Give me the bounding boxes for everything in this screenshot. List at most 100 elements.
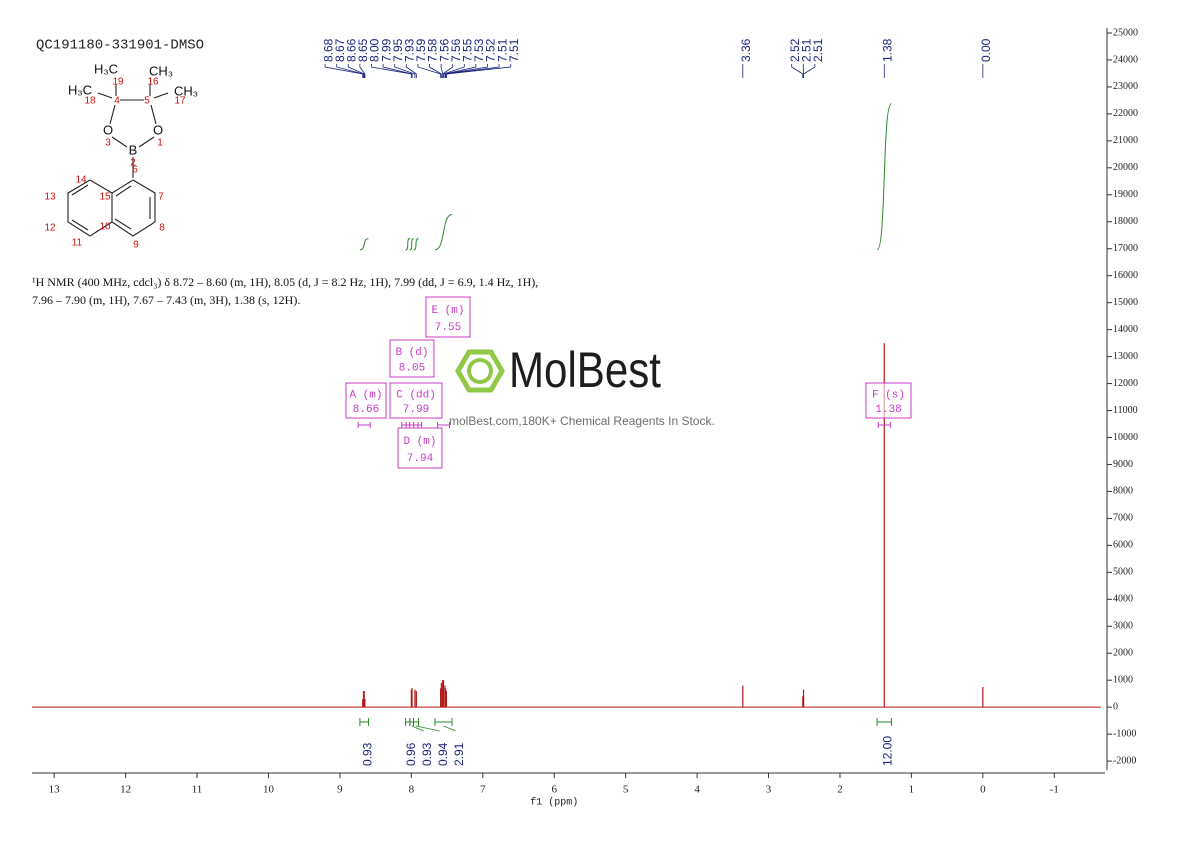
- multiplet-name: D (m): [403, 436, 436, 448]
- y-tick-label: 0: [1113, 701, 1118, 712]
- atom-number: 18: [84, 96, 96, 107]
- logo-hexagon: [455, 349, 505, 393]
- peak-label: 1.38: [880, 38, 894, 62]
- integral-curve: [405, 237, 411, 251]
- peak-leader: [347, 64, 365, 78]
- multiplet-box: [389, 339, 435, 378]
- integral-label: 2.91: [452, 742, 466, 766]
- atom-number: 12: [44, 223, 56, 234]
- atom-number: 9: [133, 240, 139, 251]
- multiplet-box: [389, 382, 443, 419]
- y-tick-label: -1000: [1113, 728, 1136, 739]
- peak-leader: [394, 64, 416, 78]
- peak-leader: [791, 64, 804, 78]
- multiplet-shift: 7.94: [407, 453, 434, 465]
- peak-label: 7.56: [449, 38, 463, 62]
- nmr-description: ¹H NMR (400 MHz, cdcl₃) δ 8.72 – 8.60 (m…: [32, 275, 538, 289]
- y-tick-label: 18000: [1113, 216, 1138, 227]
- atom-number: 14: [75, 175, 87, 186]
- y-tick-label: 16000: [1113, 270, 1138, 281]
- y-tick-label: 14000: [1113, 324, 1138, 335]
- y-tick-label: 22000: [1113, 108, 1138, 119]
- peak-label: 7.93: [402, 38, 416, 62]
- x-tick-label: 6: [551, 784, 557, 796]
- atom-label: CH₃: [174, 83, 198, 98]
- peak-leader: [417, 64, 442, 78]
- atom-label: CH₃: [149, 63, 173, 78]
- multiplet-name: B (d): [395, 347, 428, 359]
- peak-label: 7.58: [426, 38, 440, 62]
- y-tick-label: 19000: [1113, 189, 1138, 200]
- x-tick-label: 3: [766, 784, 772, 796]
- integral-curve: [413, 238, 419, 251]
- x-tick-label: 7: [480, 784, 486, 796]
- atom-number: 19: [112, 77, 124, 88]
- atom-number: 1: [157, 138, 163, 149]
- atom-number: 17: [174, 96, 186, 107]
- atom-label: O: [153, 122, 163, 137]
- multiplet-range: [877, 422, 891, 428]
- x-tick-label: 5: [623, 784, 629, 796]
- peak-leader: [445, 64, 488, 78]
- multiplet-name: F (s): [872, 389, 905, 401]
- multiplet-name: A (m): [349, 389, 382, 401]
- nmr-description: 7.96 – 7.90 (m, 1H), 7.67 – 7.43 (m, 3H)…: [32, 293, 300, 307]
- multiplet-range: [436, 422, 450, 428]
- integral-label: 0.93: [420, 742, 434, 766]
- y-tick-label: 24000: [1113, 54, 1138, 65]
- atom-label: B: [129, 142, 138, 157]
- peak-label: 8.65: [356, 38, 370, 62]
- peak-leader: [444, 64, 477, 78]
- integral-leader: [443, 725, 456, 732]
- y-tick-label: 8000: [1113, 486, 1133, 497]
- multiplet-shift: 1.38: [875, 404, 901, 416]
- watermark-brand: MolBest: [509, 342, 661, 398]
- peak-label: 8.67: [333, 38, 347, 62]
- x-tick-label: 0: [980, 784, 986, 796]
- x-tick-label: -1: [1050, 784, 1059, 796]
- integral-curve: [359, 238, 369, 251]
- peak-leader: [443, 64, 465, 78]
- multiplet-box: [397, 427, 443, 469]
- integral-label: 0.96: [404, 742, 418, 766]
- multiplet-name: C (dd): [396, 389, 436, 401]
- multiplet-box: [345, 382, 387, 419]
- y-tick-label: -2000: [1113, 755, 1136, 766]
- multiplet-shift: 7.99: [403, 404, 429, 416]
- logo-ring: [467, 358, 493, 384]
- atom-label: H₃C: [68, 82, 92, 97]
- x-tick-label: 4: [694, 784, 700, 796]
- peak-label: 7.59: [414, 38, 428, 62]
- y-tick-label: 20000: [1113, 162, 1138, 173]
- y-tick-label: 21000: [1113, 135, 1138, 146]
- y-tick-label: 2000: [1113, 648, 1133, 659]
- peak-leader: [803, 64, 816, 78]
- peak-label: 2.51: [811, 38, 825, 62]
- molecule-bonds: [67, 84, 169, 237]
- peak-label: 8.66: [344, 38, 358, 62]
- multiplet-range: [357, 422, 371, 428]
- integral-label: 0.94: [436, 742, 450, 766]
- y-tick-label: 25000: [1113, 27, 1138, 38]
- peak-label: 2.51: [799, 38, 813, 62]
- peak-leader: [445, 64, 512, 78]
- peak-label: 3.36: [739, 38, 753, 62]
- peak-label: 7.51: [495, 38, 509, 62]
- y-tick-label: 11000: [1113, 405, 1138, 416]
- x-tick-label: 8: [409, 784, 415, 796]
- atom-number: 16: [147, 77, 159, 88]
- y-tick-label: 15000: [1113, 297, 1138, 308]
- peak-label: 7.52: [484, 38, 498, 62]
- peak-leader: [371, 64, 412, 78]
- peak-leader: [442, 64, 454, 78]
- watermark-slogan: molBest.com,180K+ Chemical Reagents In S…: [449, 414, 715, 428]
- x-tick-label: 12: [120, 784, 131, 796]
- y-tick-label: 17000: [1113, 243, 1138, 254]
- y-tick-label: 1000: [1113, 674, 1133, 685]
- y-tick-label: 12000: [1113, 378, 1138, 389]
- y-tick-label: 4000: [1113, 594, 1133, 605]
- x-tick-label: 2: [837, 784, 843, 796]
